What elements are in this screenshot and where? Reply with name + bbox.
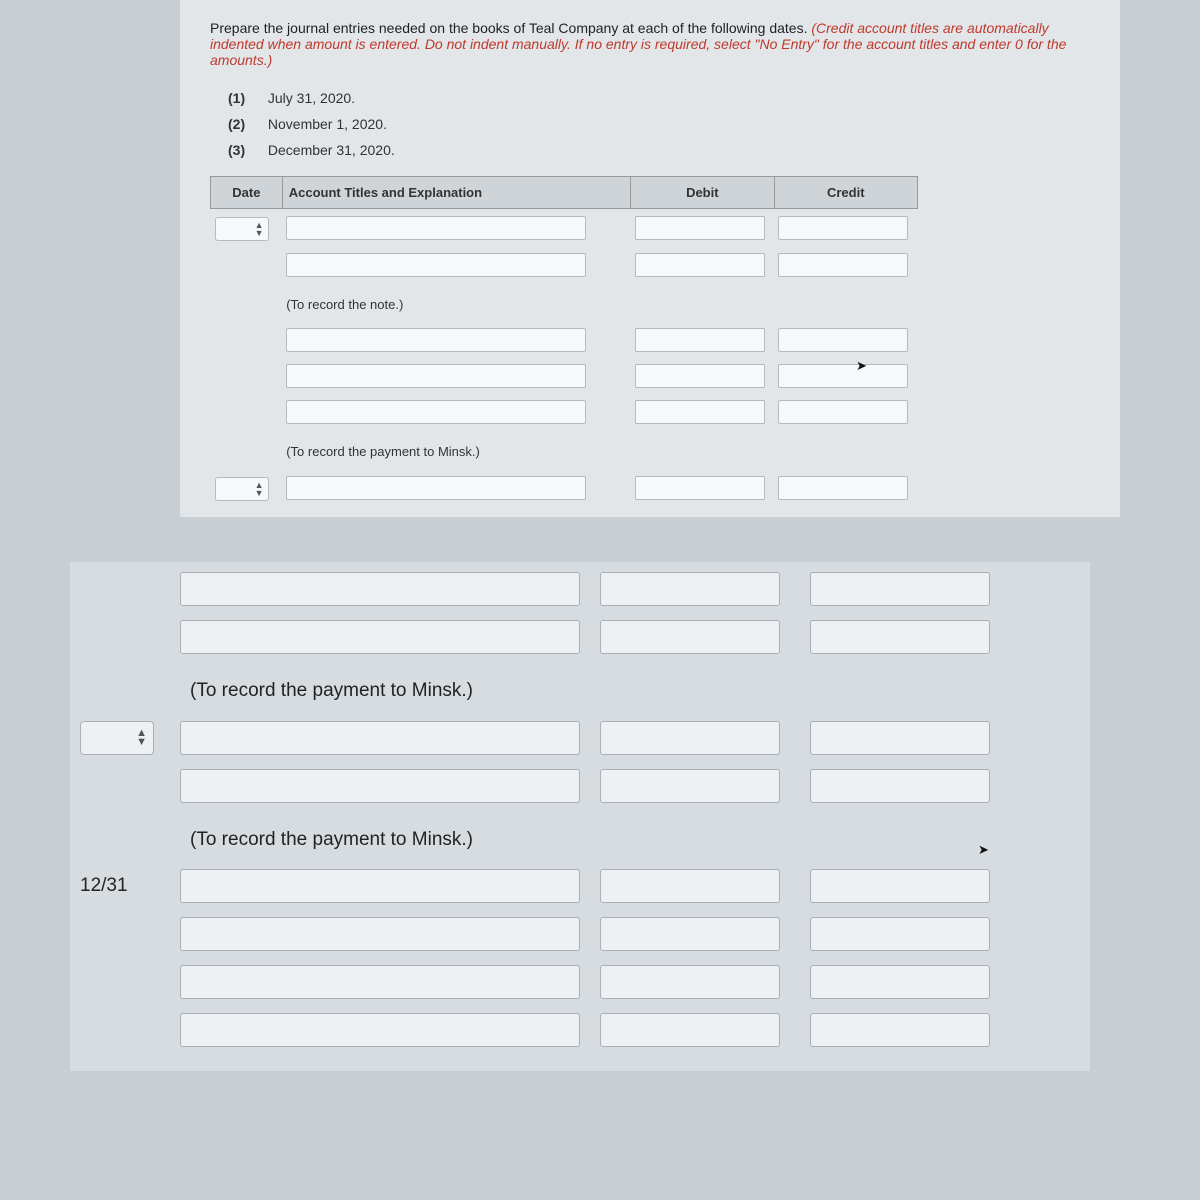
date-item: (1) July 31, 2020.	[228, 90, 1090, 106]
table-row: ▲▼	[70, 720, 1090, 755]
credit-input[interactable]	[810, 965, 990, 999]
debit-input[interactable]	[635, 253, 765, 277]
intro-black: Prepare the journal entries needed on th…	[210, 20, 811, 36]
date-label: 12/31	[70, 875, 180, 897]
account-input[interactable]	[286, 253, 586, 277]
credit-input[interactable]	[778, 476, 908, 500]
debit-input[interactable]	[600, 769, 780, 803]
stepper-icon: ▲▼	[136, 729, 147, 747]
date-item: (2) November 1, 2020.	[228, 116, 1090, 132]
table-row	[70, 965, 1090, 999]
account-input[interactable]	[180, 572, 580, 606]
account-input[interactable]	[180, 769, 580, 803]
credit-input[interactable]	[778, 253, 908, 277]
account-input[interactable]	[286, 328, 586, 352]
date-text: July 31, 2020.	[268, 90, 355, 106]
debit-input[interactable]	[600, 620, 780, 654]
debit-input[interactable]	[600, 869, 780, 903]
credit-input[interactable]	[778, 364, 908, 388]
date-num: (3)	[228, 142, 264, 158]
account-input[interactable]	[286, 476, 586, 500]
date-select[interactable]: ▲▼	[215, 217, 269, 241]
credit-input[interactable]	[778, 400, 908, 424]
credit-input[interactable]	[810, 620, 990, 654]
account-input[interactable]	[180, 620, 580, 654]
debit-input[interactable]	[600, 917, 780, 951]
stepper-icon: ▲▼	[255, 481, 264, 497]
date-num: (2)	[228, 116, 264, 132]
caption-note: (To record the note.)	[286, 289, 913, 316]
credit-input[interactable]	[810, 572, 990, 606]
account-input[interactable]	[286, 400, 586, 424]
credit-input[interactable]	[810, 769, 990, 803]
upper-panel: Prepare the journal entries needed on th…	[180, 0, 1120, 517]
account-input[interactable]	[180, 965, 580, 999]
caption-minsk: (To record the payment to Minsk.)	[70, 817, 1090, 869]
account-input[interactable]	[286, 216, 586, 240]
account-input[interactable]	[180, 917, 580, 951]
cursor-icon: ➤	[978, 842, 989, 858]
credit-input[interactable]	[810, 1013, 990, 1047]
table-row	[70, 917, 1090, 951]
lower-panel: (To record the payment to Minsk.) ▲▼ (To…	[70, 562, 1090, 1071]
debit-input[interactable]	[600, 721, 780, 755]
header-account: Account Titles and Explanation	[282, 177, 630, 209]
account-input[interactable]	[286, 364, 586, 388]
credit-input[interactable]	[810, 869, 990, 903]
header-date: Date	[211, 177, 283, 209]
header-debit: Debit	[631, 177, 774, 209]
credit-input[interactable]	[778, 216, 908, 240]
date-num: (1)	[228, 90, 264, 106]
date-select[interactable]: ▲▼	[215, 477, 269, 501]
debit-input[interactable]	[635, 400, 765, 424]
stepper-icon: ▲▼	[255, 221, 264, 237]
instruction-text: Prepare the journal entries needed on th…	[210, 20, 1090, 68]
table-row	[70, 769, 1090, 803]
table-row	[70, 1013, 1090, 1047]
credit-input[interactable]	[778, 328, 908, 352]
cursor-icon: ➤	[856, 358, 867, 374]
date-select[interactable]: ▲▼	[80, 721, 154, 755]
account-input[interactable]	[180, 1013, 580, 1047]
account-input[interactable]	[180, 869, 580, 903]
debit-input[interactable]	[600, 1013, 780, 1047]
debit-input[interactable]	[600, 572, 780, 606]
dates-list: (1) July 31, 2020. (2) November 1, 2020.…	[228, 90, 1090, 158]
caption-minsk: (To record the payment to Minsk.)	[286, 436, 913, 463]
debit-input[interactable]	[635, 476, 765, 500]
debit-input[interactable]	[635, 328, 765, 352]
header-credit: Credit	[774, 177, 917, 209]
credit-input[interactable]	[810, 917, 990, 951]
table-row: 12/31	[70, 869, 1090, 903]
table-row	[70, 620, 1090, 654]
account-input[interactable]	[180, 721, 580, 755]
journal-table-upper: Date Account Titles and Explanation Debi…	[210, 176, 918, 507]
debit-input[interactable]	[635, 364, 765, 388]
caption-minsk: (To record the payment to Minsk.)	[70, 668, 1090, 720]
credit-input[interactable]	[810, 721, 990, 755]
debit-input[interactable]	[600, 965, 780, 999]
date-text: November 1, 2020.	[268, 116, 387, 132]
table-row	[70, 572, 1090, 606]
debit-input[interactable]	[635, 216, 765, 240]
date-item: (3) December 31, 2020.	[228, 142, 1090, 158]
date-text: December 31, 2020.	[268, 142, 395, 158]
